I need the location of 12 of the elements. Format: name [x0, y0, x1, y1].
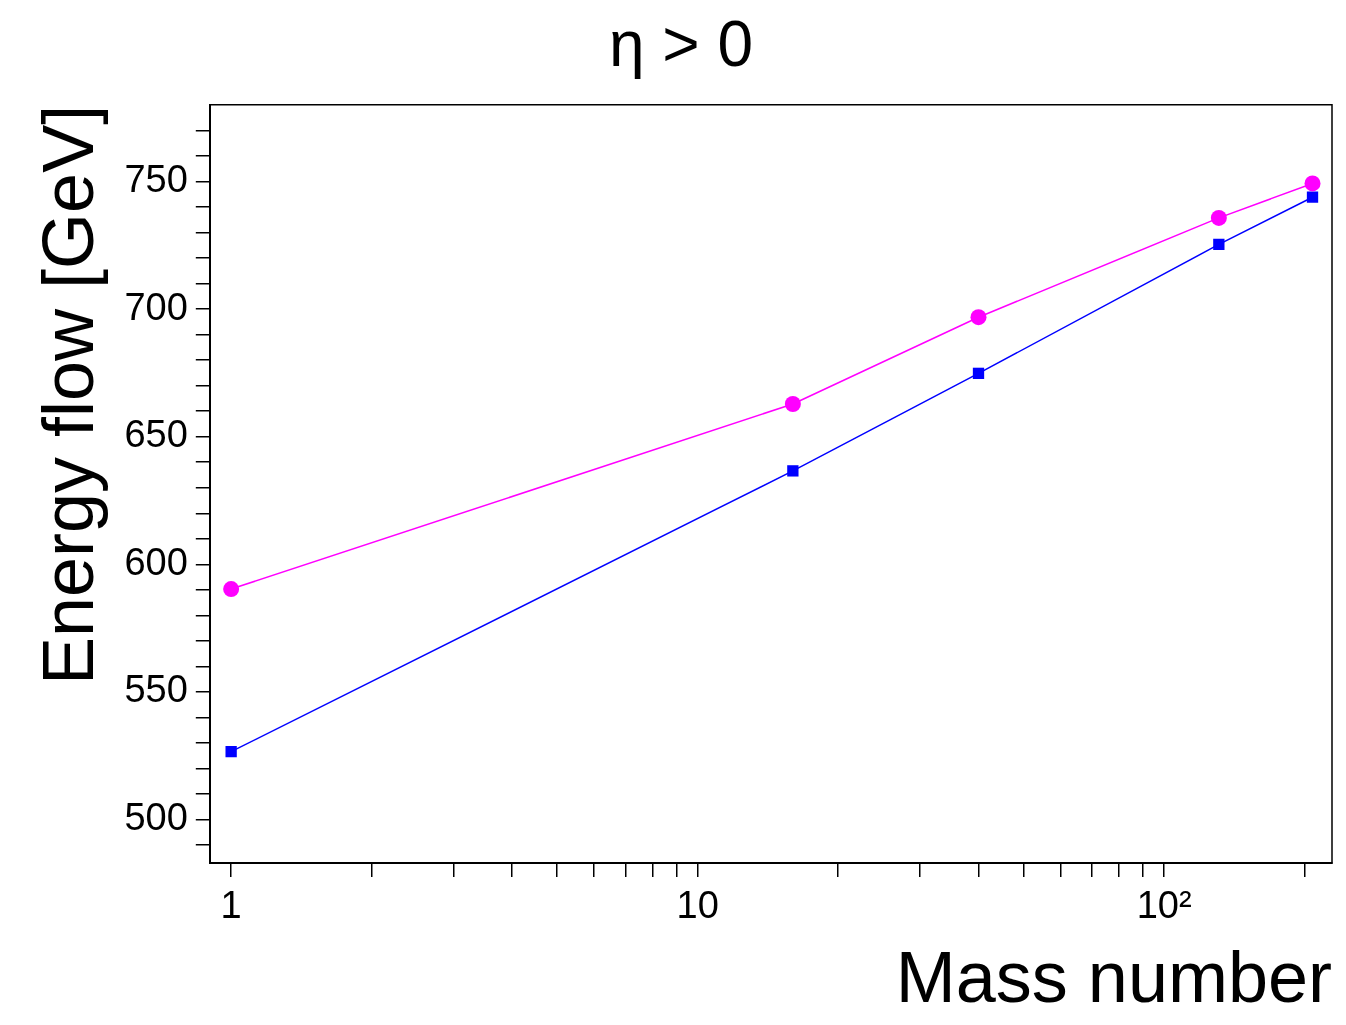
- y-tick-label: 700: [124, 285, 188, 328]
- y-tick-label: 500: [124, 796, 188, 839]
- y-axis-title: Energy flow [GeV]: [28, 104, 109, 686]
- y-tick-label: 750: [124, 157, 188, 200]
- x-tick-label: 10²: [1136, 884, 1192, 927]
- x-tick-label: 1: [220, 884, 242, 927]
- chart-title: η > 0: [608, 8, 754, 81]
- y-tick-label: 650: [124, 413, 188, 456]
- x-axis-title: Mass number: [895, 936, 1332, 1017]
- x-tick-label: 10: [676, 884, 719, 927]
- y-tick-label: 600: [124, 540, 188, 583]
- y-tick-label: 550: [124, 668, 188, 711]
